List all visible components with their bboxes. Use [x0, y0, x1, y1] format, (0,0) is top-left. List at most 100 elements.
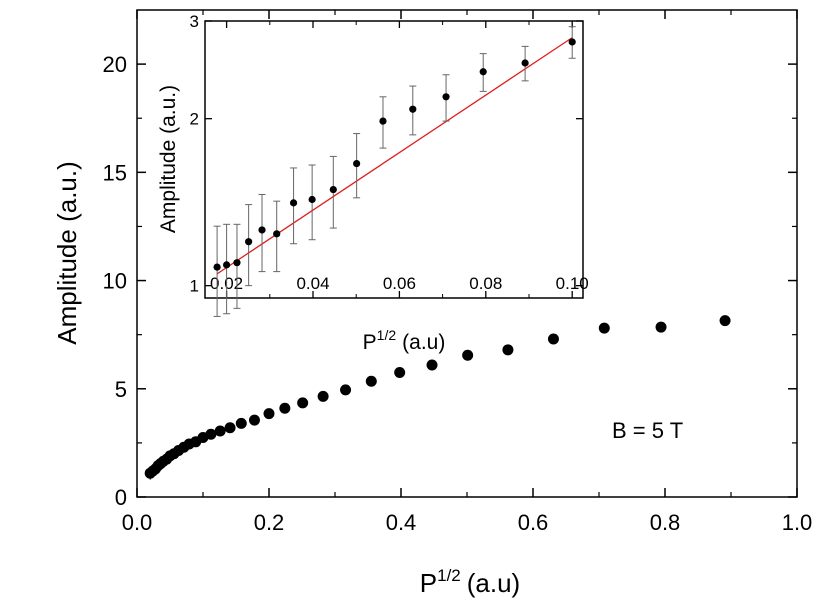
- main-marker: [214, 425, 226, 437]
- main-x-tick-label: 0.6: [518, 510, 549, 535]
- inset-marker: [353, 159, 361, 168]
- inset-x-tick-label: 0.04: [296, 274, 329, 293]
- inset-y-tick-label: 1: [190, 277, 199, 296]
- main-data-point: [263, 408, 275, 420]
- main-marker: [655, 321, 667, 333]
- inset-data-point: [308, 164, 316, 241]
- inset-marker: [409, 105, 417, 113]
- main-y-tick-label: 10: [103, 269, 127, 294]
- main-marker: [426, 359, 438, 371]
- inset-xlabel-base: P: [363, 331, 377, 354]
- field-annotation: B = 5 T: [612, 418, 683, 443]
- main-data-point: [365, 375, 377, 387]
- main-data-point: [297, 397, 309, 409]
- inset-xlabel-sup: 1/2: [377, 327, 397, 343]
- inset-data-point: [329, 155, 337, 229]
- main-y-tick-label: 15: [103, 160, 127, 185]
- inset-data-point: [568, 26, 576, 59]
- main-data-point: [502, 344, 514, 356]
- main-y-tick-label: 5: [115, 377, 127, 402]
- main-data-point: [248, 414, 260, 426]
- main-data-point: [547, 333, 559, 345]
- main-marker: [317, 390, 329, 402]
- main-data-point: [598, 322, 610, 334]
- main-marker: [279, 402, 291, 414]
- main-marker: [547, 333, 559, 345]
- main-xlabel-base: P: [420, 568, 437, 598]
- inset-data-point: [289, 167, 298, 245]
- main-marker: [340, 384, 352, 396]
- main-data-point: [214, 425, 226, 437]
- inset-data-point: [353, 133, 361, 199]
- main-data-point: [235, 417, 247, 429]
- inset-x-tick-label: 0.10: [556, 274, 589, 293]
- main-y-tick-label: 20: [103, 52, 127, 77]
- inset-marker: [379, 117, 387, 125]
- inset-marker: [223, 261, 231, 269]
- inset-data-point: [233, 223, 241, 309]
- inset-points: [213, 26, 576, 317]
- main-marker: [394, 367, 406, 379]
- inset-x-tick-label: 0.08: [469, 274, 502, 293]
- inset-data-point: [273, 200, 281, 273]
- main-y-tick-label: 0: [115, 485, 127, 510]
- inset-marker: [213, 263, 221, 271]
- inset-y-tick-label: 2: [190, 110, 199, 129]
- inset-marker: [521, 59, 529, 67]
- main-xlabel: P1/2 (a.u): [420, 566, 520, 598]
- main-data-point: [719, 315, 731, 327]
- inset-data-point: [213, 225, 221, 317]
- inset-data-point: [258, 193, 266, 273]
- main-x-tick-label: 0.4: [386, 510, 417, 535]
- main-data-point: [462, 349, 474, 361]
- inset-marker: [233, 259, 241, 267]
- inset-data-point: [479, 53, 487, 92]
- inset-marker: [289, 199, 298, 207]
- main-data-point: [426, 359, 438, 371]
- inset-data-point: [379, 96, 387, 149]
- main-marker: [719, 315, 731, 327]
- inset-marker: [258, 226, 266, 234]
- inset-data-point: [409, 85, 417, 136]
- main-marker: [365, 375, 377, 387]
- main-data-point: [340, 384, 352, 396]
- inset-data-point: [245, 204, 253, 287]
- main-marker: [248, 414, 260, 426]
- inset-marker: [442, 93, 450, 101]
- main-marker: [462, 349, 474, 361]
- main-marker: [205, 428, 217, 440]
- main-x-tick-label: 0.2: [254, 510, 285, 535]
- inset-marker: [568, 38, 576, 46]
- main-marker: [224, 422, 236, 434]
- main-marker: [502, 344, 514, 356]
- main-xlabel-unit: (a.u): [467, 568, 520, 598]
- main-data-point: [224, 422, 236, 434]
- main-xlabel-sup: 1/2: [437, 566, 461, 585]
- inset-plot-frame: [204, 20, 584, 299]
- inset-xlabel: P1/2 (a.u): [363, 327, 446, 354]
- main-ticks: 0.0 0.2 0.4 0.6 0.8 1.0 0 5 10 15 20: [103, 10, 813, 535]
- main-x-tick-label: 1.0: [782, 510, 813, 535]
- inset-marker: [479, 68, 487, 76]
- main-marker: [263, 408, 275, 420]
- main-data-point: [279, 402, 291, 414]
- inset-marker: [245, 238, 253, 246]
- main-points: [144, 315, 731, 480]
- inset-xlabel-unit: (a.u): [402, 331, 445, 354]
- main-x-tick-label: 0.8: [650, 510, 681, 535]
- main-data-point: [655, 321, 667, 333]
- main-marker: [297, 397, 309, 409]
- main-marker: [598, 322, 610, 334]
- main-marker: [235, 417, 247, 429]
- main-data-point: [394, 367, 406, 379]
- inset-data-point: [442, 74, 450, 122]
- inset-marker: [308, 195, 316, 204]
- inset-y-tick-label: 3: [190, 12, 199, 31]
- inset-marker: [273, 230, 281, 238]
- inset-x-tick-label: 0.06: [383, 274, 416, 293]
- inset-data-point: [521, 45, 529, 82]
- inset-marker: [329, 185, 337, 194]
- inset-ylabel: Amplitude (a.u.): [157, 85, 180, 233]
